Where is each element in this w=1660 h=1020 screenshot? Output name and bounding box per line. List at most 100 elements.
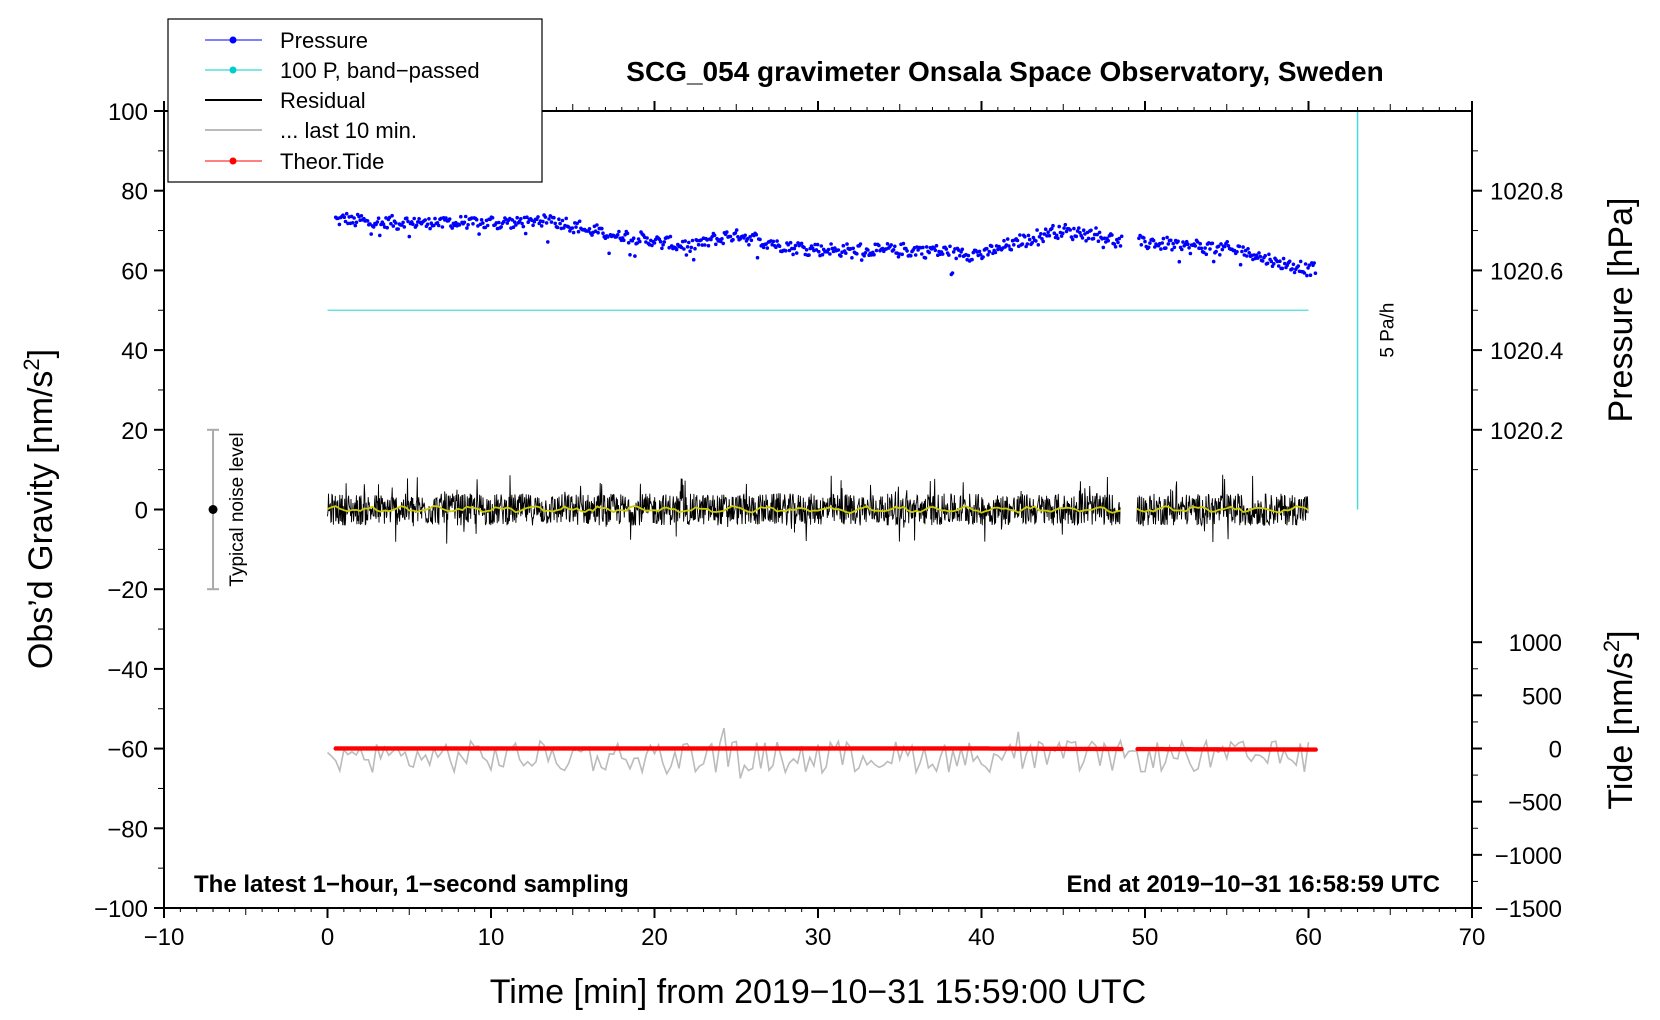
pressure-point <box>601 231 605 235</box>
pressure-point <box>376 216 381 220</box>
pressure-point <box>747 243 751 247</box>
x-tick-label: 50 <box>1132 924 1159 951</box>
tide-point <box>1119 746 1124 752</box>
pressure-point <box>1164 246 1168 250</box>
pressure-point <box>745 236 750 241</box>
legend-bandpassed-label: 100 P, band−passed <box>280 58 480 83</box>
pressure-point <box>1091 236 1096 241</box>
pressure-point <box>1012 243 1016 247</box>
pressure-point <box>406 219 410 224</box>
pressure-point <box>365 219 370 223</box>
pressure-point <box>777 244 782 248</box>
pressure-point <box>369 232 374 236</box>
pressure-point <box>790 246 794 251</box>
x-tick-label: 20 <box>641 924 668 951</box>
pressure-point <box>1308 273 1313 278</box>
pressure-point <box>1291 262 1296 267</box>
legend-residual-label: Residual <box>280 88 366 113</box>
pressure-point <box>466 223 470 227</box>
pressure-point <box>1198 241 1202 246</box>
rate-scale-label: 5 Pa/h <box>1378 303 1399 358</box>
pressure-point <box>474 217 479 222</box>
pressure-point <box>1070 237 1075 242</box>
pressure-point <box>1081 228 1086 232</box>
pressure-point <box>893 244 897 249</box>
pressure-point <box>1267 252 1271 257</box>
pressure-point <box>826 247 831 252</box>
pressure-point <box>1057 224 1061 229</box>
pressure-point <box>682 247 686 251</box>
pressure-point <box>1307 263 1312 268</box>
pressure-point <box>807 253 811 257</box>
pressure-point <box>674 247 679 252</box>
pressure-point <box>829 242 833 246</box>
pressure-point <box>970 257 974 262</box>
pressure-point <box>1064 229 1069 234</box>
pressure-point <box>1312 261 1316 265</box>
pressure-point <box>731 237 735 242</box>
pressure-point <box>948 244 952 249</box>
pressure-point <box>1257 251 1261 255</box>
pressure-point <box>754 232 759 237</box>
pressure-point <box>1303 262 1308 266</box>
pressure-point <box>866 248 870 252</box>
pressure-point <box>1095 232 1099 237</box>
pressure-point <box>402 225 407 229</box>
pressure-point <box>817 249 821 254</box>
pressure-point <box>1166 242 1171 246</box>
x-tick-label: 0 <box>321 924 334 951</box>
pressure-series <box>333 211 1318 278</box>
pressure-point <box>650 243 654 248</box>
pressure-point <box>546 240 550 244</box>
pressure-point <box>371 225 376 229</box>
pressure-point <box>519 217 523 221</box>
pressure-point <box>661 243 665 247</box>
pressure-point <box>872 252 876 257</box>
pressure-point <box>378 233 382 238</box>
pressure-point <box>1180 247 1184 252</box>
y-axis-title-tide-superscript: 2 <box>1599 640 1624 652</box>
legend-last10-label: ... last 10 min. <box>280 118 417 143</box>
pressure-point <box>401 220 405 225</box>
pressure-point <box>1077 226 1081 230</box>
pressure-point <box>352 216 356 220</box>
pressure-point <box>485 223 490 228</box>
pressure-point <box>736 235 740 239</box>
pressure-point <box>755 255 760 260</box>
pressure-point <box>1072 226 1076 231</box>
pressure-point <box>411 222 415 226</box>
pressure-point <box>1101 245 1106 250</box>
pressure-point <box>1235 250 1239 254</box>
pressure-point <box>405 216 409 220</box>
pressure-point <box>1043 227 1048 231</box>
pressure-point <box>978 253 983 257</box>
pressure-point <box>414 223 419 228</box>
pressure-point <box>607 251 611 256</box>
pressure-point <box>560 218 565 223</box>
pressure-point <box>544 221 549 225</box>
pressure-point <box>1226 244 1231 248</box>
pressure-point <box>606 235 610 239</box>
pressure-point <box>479 218 484 222</box>
pressure-point <box>1037 235 1042 239</box>
pressure-tick-label: 1020.4 <box>1490 338 1563 365</box>
pressure-point <box>987 249 992 254</box>
residual-line <box>327 475 1121 544</box>
pressure-point <box>1177 259 1182 264</box>
pressure-point <box>571 230 576 235</box>
pressure-point <box>625 231 630 236</box>
x-tick-label: −10 <box>144 924 185 951</box>
pressure-point <box>1030 241 1034 245</box>
residual-line <box>1136 474 1309 543</box>
pressure-point <box>858 242 863 246</box>
pressure-point <box>1035 228 1039 232</box>
pressure-point <box>1062 226 1066 230</box>
pressure-point <box>927 250 931 255</box>
y-axis-title-tide: Tide [nm/s2] <box>1599 630 1640 809</box>
pressure-point <box>728 234 733 239</box>
pressure-point <box>1203 246 1207 250</box>
pressure-point <box>1181 240 1185 244</box>
pressure-point <box>1280 266 1285 271</box>
pressure-point <box>525 215 529 219</box>
residual-smoothed-line <box>1136 505 1309 514</box>
